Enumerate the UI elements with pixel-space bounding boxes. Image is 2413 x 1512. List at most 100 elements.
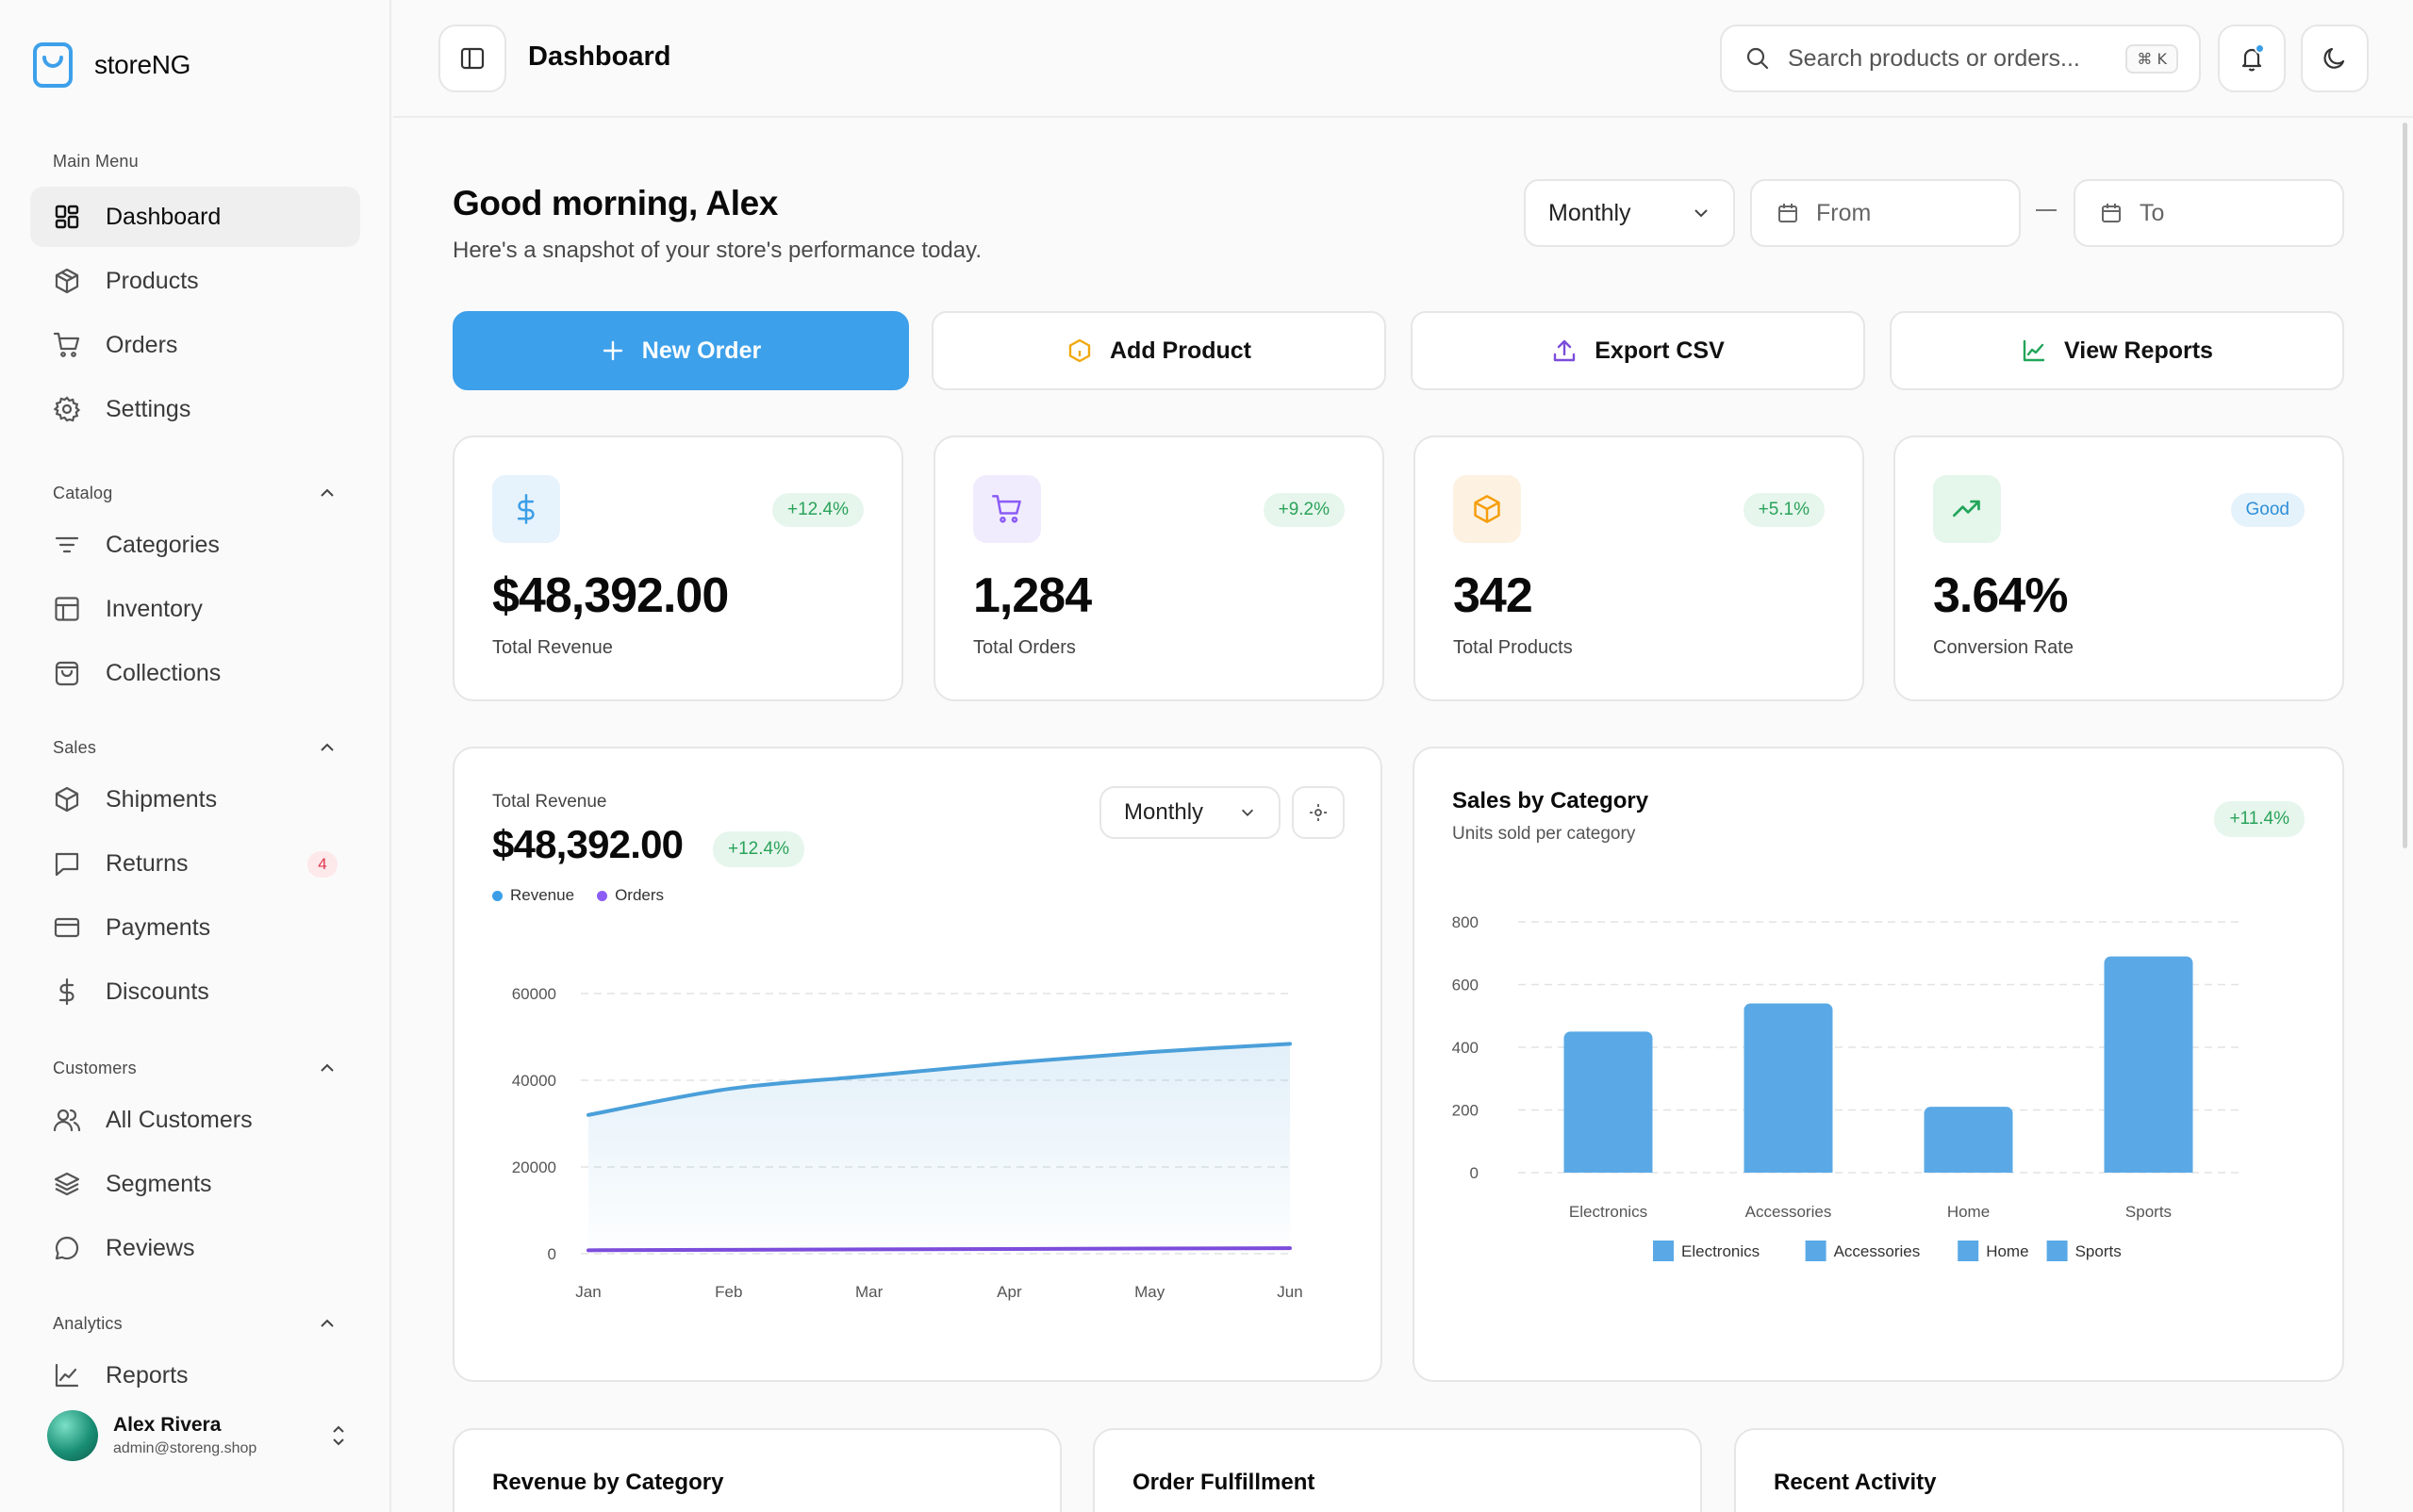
theme-toggle-button[interactable]	[2301, 25, 2369, 92]
sidebar-item-collections[interactable]: Collections	[30, 643, 360, 703]
sidebar-item-products[interactable]: Products	[30, 251, 360, 311]
chevron-up-icon	[321, 743, 334, 751]
settings-icon	[1310, 804, 1327, 821]
period-select[interactable]: Monthly	[1524, 179, 1735, 247]
sidebar-item-shipments[interactable]: Shipments	[30, 769, 360, 830]
sidebar-item-reports[interactable]: Reports	[30, 1345, 360, 1405]
export-csv-label: Export CSV	[1595, 337, 1725, 364]
stat-value: 342	[1453, 568, 1533, 623]
hexagon-icon	[1068, 338, 1091, 363]
message-icon	[55, 852, 79, 877]
page-scrollbar[interactable]	[2403, 123, 2407, 848]
sidebar-panel-icon	[460, 47, 485, 70]
nav-section-catalog[interactable]: Catalog	[30, 477, 360, 509]
sidebar-item-dashboard[interactable]: Dashboard	[30, 187, 360, 247]
stat-value: $48,392.00	[492, 568, 729, 623]
from-date-field[interactable]: From	[1750, 179, 2021, 247]
sidebar-item-label: Segments	[106, 1170, 212, 1197]
filter-lines-icon	[55, 536, 79, 553]
stat-card-orders: +9.2% 1,284 Total Orders	[934, 436, 1384, 701]
x-tick-label: Mar	[855, 1283, 884, 1301]
sidebar-item-categories[interactable]: Categories	[30, 515, 360, 575]
search-icon	[1746, 47, 1769, 70]
nav-analytics: Analytics Reports	[30, 1307, 360, 1405]
export-csv-button[interactable]: Export CSV	[1411, 311, 1865, 390]
calendar-icon	[2102, 204, 2121, 222]
x-tick-label: Jun	[1277, 1283, 1302, 1301]
sidebar-item-inventory[interactable]: Inventory	[30, 579, 360, 639]
add-product-button[interactable]: Add Product	[932, 311, 1386, 390]
to-date-field[interactable]: To	[2074, 179, 2344, 247]
chart-settings-button[interactable]	[1292, 786, 1345, 839]
nav-section-analytics[interactable]: Analytics	[30, 1307, 360, 1339]
cart-icon	[992, 495, 1021, 523]
sales-bar-chart: 0 200 400 600 800 Electronics Accessories Home S…	[1452, 913, 2239, 1261]
y-tick-label: 0	[548, 1245, 556, 1263]
stat-value: 1,284	[973, 568, 1092, 623]
nav-customers: Customers All Customers Segments Reviews	[30, 1052, 360, 1278]
sidebar-item-label: All Customers	[106, 1106, 253, 1133]
nav-section-customers[interactable]: Customers	[30, 1052, 360, 1084]
change-badge: +12.4%	[772, 493, 864, 527]
legend-label: Revenue	[510, 886, 575, 904]
search-placeholder: Search products or orders...	[1788, 44, 2080, 72]
toggle-sidebar-button[interactable]	[438, 25, 506, 92]
returns-count-badge: 4	[307, 851, 338, 878]
sidebar-item-settings[interactable]: Settings	[30, 379, 360, 439]
upload-icon	[1554, 339, 1576, 362]
sidebar-item-all-customers[interactable]: All Customers	[30, 1090, 360, 1150]
sidebar-item-reviews[interactable]: Reviews	[30, 1218, 360, 1278]
page-title: Dashboard	[528, 41, 671, 72]
y-tick-label: 800	[1452, 913, 1479, 931]
change-badge: +9.2%	[1263, 493, 1345, 527]
user-info: Alex Rivera admin@storeng.shop	[113, 1414, 328, 1457]
package-icon	[1474, 495, 1500, 523]
user-menu[interactable]: Alex Rivera admin@storeng.shop	[47, 1410, 349, 1461]
notifications-button[interactable]	[2218, 25, 2286, 92]
sidebar-item-returns[interactable]: Returns 4	[30, 833, 360, 894]
legend-swatch	[2046, 1241, 2068, 1261]
brand[interactable]: storeNG	[32, 41, 190, 89]
nav-section-sales[interactable]: Sales	[30, 731, 360, 764]
credit-card-icon	[54, 917, 80, 938]
legend-item-revenue: Revenue	[492, 886, 574, 905]
legend-item-accessories: Accessories	[1805, 1241, 1920, 1261]
dashboard-icon	[55, 205, 79, 229]
stat-icon-box	[973, 475, 1041, 543]
layers-icon	[54, 1172, 80, 1196]
new-order-button[interactable]: New Order	[453, 311, 909, 390]
view-reports-label: View Reports	[2064, 337, 2213, 364]
y-tick-label: 40000	[512, 1072, 556, 1090]
sidebar-item-label: Collections	[106, 659, 222, 686]
nav-main: Main Menu Dashboard Products Orders Sett…	[30, 145, 360, 439]
sidebar-item-payments[interactable]: Payments	[30, 897, 360, 958]
chart-period-select[interactable]: Monthly	[1099, 786, 1281, 839]
revenue-area-fill	[588, 1044, 1290, 1254]
new-order-label: New Order	[641, 337, 762, 364]
sidebar: storeNG Main Menu Dashboard Products Ord…	[0, 0, 391, 1512]
card-subtitle: Units sold per category	[1452, 824, 1636, 844]
revenue-card-value: $48,392.00	[492, 822, 684, 866]
shortcut-hint: ⌘ K	[2125, 43, 2178, 74]
greeting-title: Good morning, Alex	[453, 184, 778, 222]
from-date-placeholder: From	[1816, 199, 1872, 226]
to-date-placeholder: To	[2140, 199, 2165, 226]
nav-section-label: Customers	[53, 1058, 137, 1077]
stat-card-products: +5.1% 342 Total Products	[1413, 436, 1864, 701]
shopping-bag-logo-icon	[33, 42, 73, 88]
chat-bubble-icon	[55, 1236, 79, 1260]
nav-section-label: Analytics	[53, 1313, 123, 1333]
legend-label: Electronics	[1681, 1242, 1760, 1260]
legend-label: Sports	[2075, 1242, 2122, 1260]
chevron-down-icon	[1241, 809, 1254, 816]
trending-up-icon	[1953, 500, 1980, 518]
sidebar-item-orders[interactable]: Orders	[30, 315, 360, 375]
sidebar-item-discounts[interactable]: Discounts	[30, 961, 360, 1022]
search-input[interactable]: Search products or orders... ⌘ K	[1720, 25, 2201, 92]
sidebar-item-label: Returns	[106, 849, 189, 877]
sidebar-item-segments[interactable]: Segments	[30, 1154, 360, 1214]
legend-dot	[597, 891, 608, 902]
series-line-revenue	[587, 1042, 1292, 1117]
view-reports-button[interactable]: View Reports	[1890, 311, 2344, 390]
gear-icon	[53, 396, 81, 422]
